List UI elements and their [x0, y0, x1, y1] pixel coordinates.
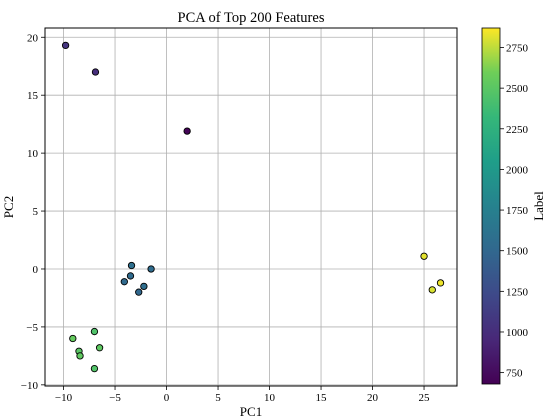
x-tick-label: 0 — [164, 392, 170, 404]
y-tick-label: 15 — [27, 90, 39, 102]
colorbar-tick-label: 2250 — [506, 124, 529, 136]
axis-ticks: −10 −5 0 5 10 15 20 25 −10 −5 0 5 10 15 20 — [21, 32, 430, 404]
y-tick-label: 20 — [27, 32, 39, 44]
data-point — [147, 265, 155, 273]
data-point — [135, 288, 143, 296]
data-point — [140, 282, 148, 291]
colorbar-tick-label: 2500 — [506, 83, 529, 95]
colorbar — [481, 27, 501, 385]
x-tick-label: 20 — [367, 392, 379, 404]
colorbar-ticks: 750 1000 1250 1500 1750 2000 2250 2500 2750 — [500, 43, 529, 380]
y-tick-label: 5 — [33, 206, 39, 218]
colorbar-tick-label: 1000 — [506, 327, 529, 339]
data-point — [420, 252, 428, 260]
colorbar-tick-label: 750 — [506, 368, 523, 380]
y-tick-label: −5 — [26, 322, 38, 334]
data-point — [61, 41, 70, 50]
x-tick-label: −5 — [109, 392, 121, 404]
colorbar-tick-label: 1500 — [506, 246, 529, 258]
y-tick-label: 10 — [27, 148, 39, 160]
data-point — [91, 68, 100, 76]
data-point — [127, 261, 136, 270]
data-point — [183, 127, 191, 135]
chart-title: PCA of Top 200 Features — [178, 10, 325, 26]
y-axis-title: PC2 — [1, 196, 16, 218]
x-tick-label: 10 — [264, 392, 276, 404]
data-point — [428, 286, 436, 294]
x-tick-label: −10 — [55, 392, 73, 404]
data-point — [436, 279, 445, 287]
x-tick-label: 25 — [419, 392, 431, 404]
x-tick-label: 5 — [215, 392, 221, 404]
colorbar-label: Label — [531, 191, 546, 221]
data-point — [90, 327, 99, 336]
data-point — [120, 278, 128, 286]
y-tick-label: −10 — [21, 380, 39, 392]
data-point — [90, 364, 99, 373]
data-point — [76, 352, 84, 360]
x-tick-label: 15 — [316, 392, 328, 404]
colorbar-tick-label: 2750 — [506, 43, 529, 55]
colorbar-tick-label: 1250 — [506, 286, 529, 298]
colorbar-tick-label: 1750 — [506, 205, 529, 217]
data-points — [61, 41, 445, 373]
grid — [45, 28, 457, 386]
plot-frame — [44, 27, 458, 387]
x-axis-title: PC1 — [240, 404, 262, 419]
data-point — [126, 272, 135, 280]
colorbar-tick-label: 2000 — [506, 164, 529, 176]
data-point — [95, 344, 104, 352]
data-point — [69, 334, 77, 343]
y-tick-label: 0 — [33, 264, 39, 276]
